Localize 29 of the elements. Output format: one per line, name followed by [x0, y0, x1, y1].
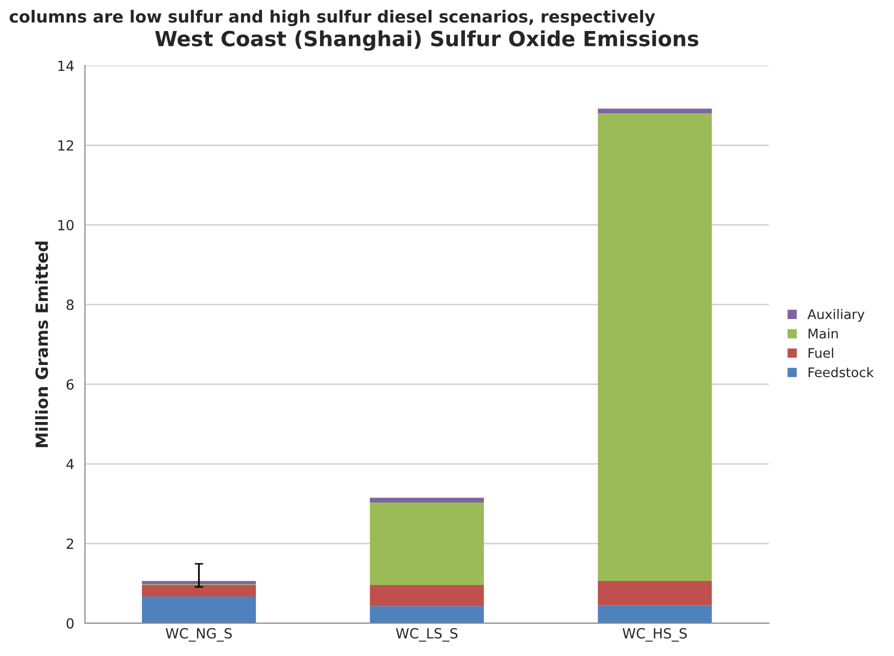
bar	[370, 502, 484, 585]
bar	[598, 605, 712, 624]
chart-title: West Coast (Shanghai) Sulfur Oxide Emissions	[155, 30, 698, 51]
y-tick-label: 12	[58, 140, 74, 151]
legend-label: Fuel	[808, 348, 834, 358]
legend-label: Main	[808, 328, 838, 339]
bar	[598, 113, 712, 581]
y-axis-title: Million Grams Emitted	[35, 242, 48, 448]
bar	[598, 580, 712, 606]
bar	[370, 606, 484, 624]
legend-label: Feedstock	[808, 367, 874, 378]
y-tick-label: 10	[58, 220, 74, 230]
y-tick-label: 14	[58, 60, 74, 71]
bar	[370, 584, 484, 606]
y-tick-label: 6	[66, 379, 74, 390]
bar	[598, 108, 712, 114]
x-tick-label: WC_HS_S	[622, 628, 687, 642]
bar	[370, 498, 484, 503]
text: columns are low sulfur and high sulfur diesel scenarios, respectively	[10, 10, 656, 26]
bar	[142, 596, 256, 624]
bar	[142, 584, 256, 597]
bar	[142, 580, 256, 584]
x-tick-label: WC_LS_S	[396, 628, 458, 642]
y-tick-label: 4	[66, 459, 74, 470]
y-tick-label: 8	[66, 300, 74, 310]
x-tick-label: WC_NG_S	[166, 628, 232, 642]
y-tick-label: 0	[66, 618, 74, 629]
y-tick-label: 2	[66, 538, 74, 549]
legend-label: Auxiliary	[807, 308, 864, 322]
